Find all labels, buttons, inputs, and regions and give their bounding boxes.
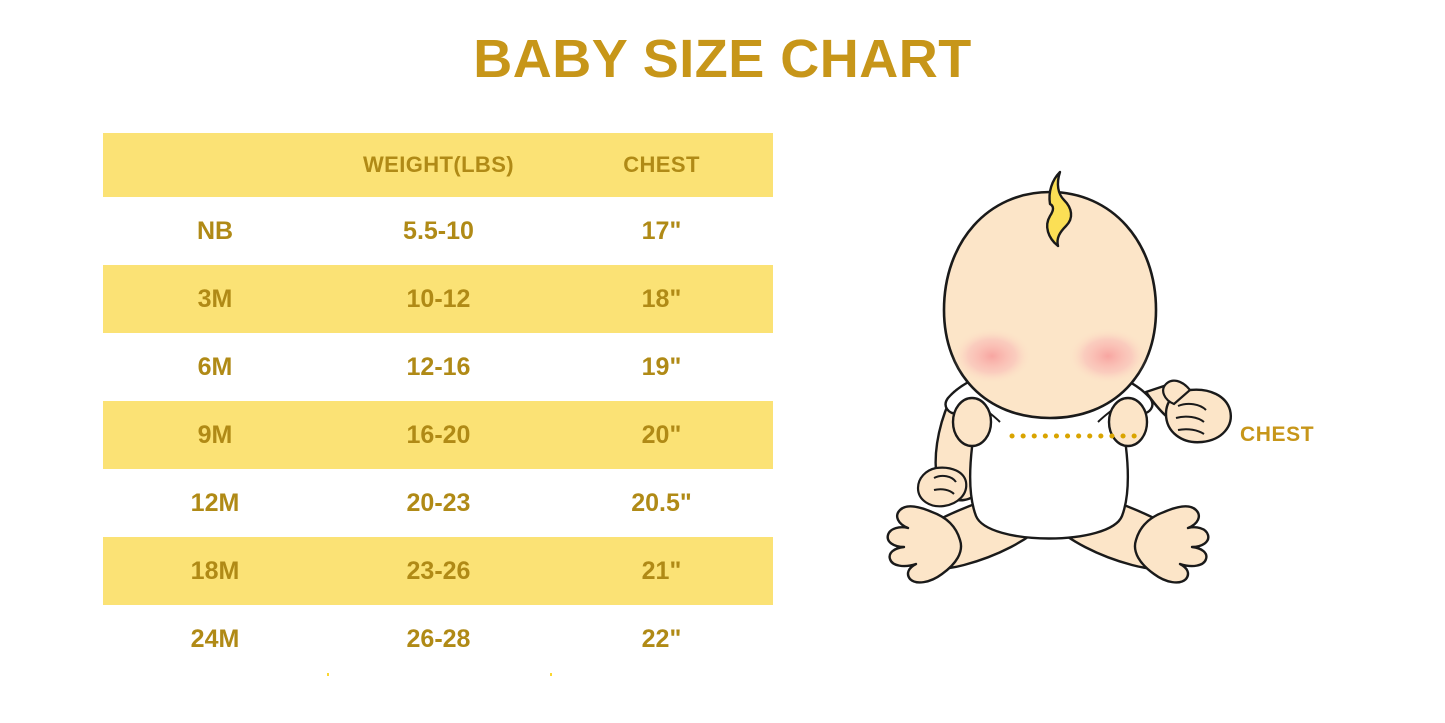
cell-chest: 19" xyxy=(641,352,682,381)
header-cell-chest: CHEST xyxy=(623,152,700,177)
cell-weight: 23-26 xyxy=(406,556,471,585)
baby-head xyxy=(942,170,1158,448)
cell-chest: 18" xyxy=(641,284,682,313)
cell-chest: 17" xyxy=(641,216,682,245)
cell-weight: 12-16 xyxy=(406,352,471,381)
cell-chest: 22" xyxy=(641,624,682,653)
table-row: NB 5.5-10 17" xyxy=(103,197,773,265)
cell-chest: 20" xyxy=(641,420,682,449)
cell-weight: 20-23 xyxy=(406,488,471,517)
header-cell-weight: WEIGHT(LBS) xyxy=(362,152,515,177)
blush-left xyxy=(952,328,1032,384)
cell-chest: 21" xyxy=(641,556,682,585)
cell-size: 3M xyxy=(197,284,233,313)
chest-callout-label: CHEST xyxy=(1240,423,1315,446)
cell-size: NB xyxy=(196,216,234,245)
table-row: 12M 20-23 20.5" xyxy=(103,469,773,537)
baby-illustration xyxy=(886,170,1232,584)
cell-size: 6M xyxy=(197,352,233,381)
cell-size: 12M xyxy=(190,488,240,517)
table-row: 3M 10-12 18" xyxy=(103,265,773,333)
size-chart-table: WEIGHT(LBS) CHEST NB 5.5-10 17" 3M 10-12… xyxy=(103,133,773,676)
cell-size: 9M xyxy=(197,420,233,449)
cell-weight: 16-20 xyxy=(406,420,471,449)
table-row: 18M 23-26 21" xyxy=(103,537,773,605)
page-title: BABY SIZE CHART xyxy=(473,29,972,89)
hair-curl-icon xyxy=(1046,170,1073,248)
ear-right xyxy=(1107,396,1149,448)
cell-weight: 10-12 xyxy=(406,284,471,313)
cell-size: 24M xyxy=(190,624,240,653)
cell-chest: 20.5" xyxy=(631,488,692,517)
cell-weight: 26-28 xyxy=(406,624,471,653)
table-row: 24M 26-28 22" xyxy=(103,605,773,673)
table-header-row: WEIGHT(LBS) CHEST xyxy=(103,133,773,197)
blush-right xyxy=(1068,328,1148,384)
ear-left xyxy=(951,396,993,448)
table-row: 6M 12-16 19" xyxy=(103,333,773,401)
table-row: 9M 16-20 20" xyxy=(103,401,773,469)
cell-weight: 5.5-10 xyxy=(403,216,474,245)
cell-size: 18M xyxy=(190,556,240,585)
